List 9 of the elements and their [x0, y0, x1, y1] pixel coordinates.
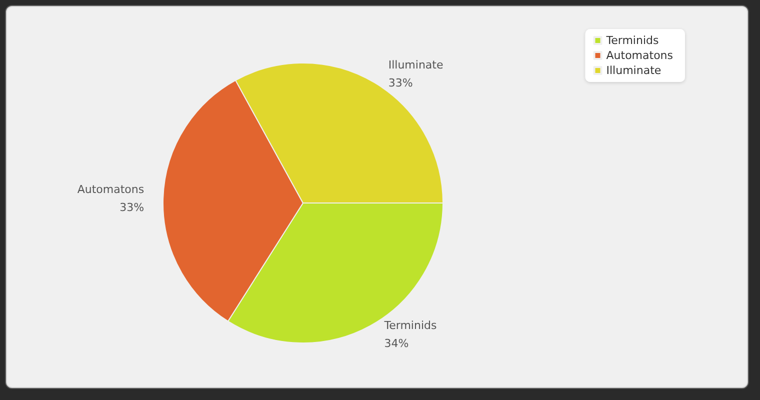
data-label: 33% — [120, 200, 144, 214]
legend-label: Illuminate — [606, 64, 662, 77]
data-label: 34% — [384, 336, 409, 350]
slice-label: Automatons — [77, 182, 144, 196]
slice-label: Terminids — [383, 318, 437, 332]
data-label: 33% — [388, 76, 413, 90]
legend-label: Automatons — [606, 49, 674, 62]
slice-label: Illuminate — [388, 58, 444, 72]
legend-label: Terminids — [605, 34, 659, 47]
